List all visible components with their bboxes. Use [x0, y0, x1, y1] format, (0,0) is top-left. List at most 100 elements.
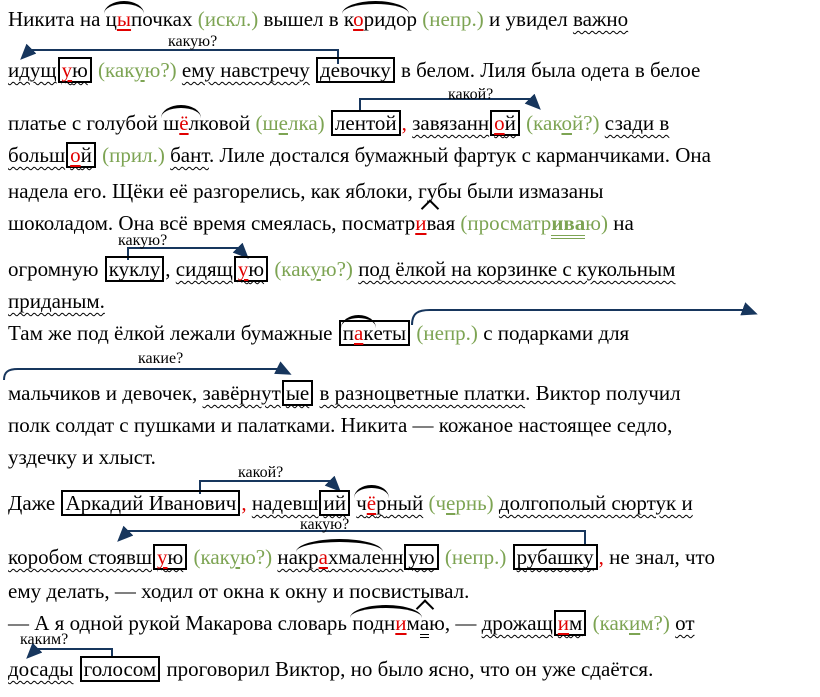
- text-run: к: [363, 321, 374, 345]
- boxed-word: голосом: [79, 656, 161, 682]
- text-run: коробом стоявш: [8, 545, 153, 569]
- boxed-word: куклу: [104, 256, 165, 282]
- text-run: полк солдат с пушками и палатками. Никит…: [8, 413, 673, 437]
- text-run: й: [80, 143, 92, 167]
- text-run: а: [354, 321, 364, 345]
- root-arc-mark: цып: [103, 1, 144, 31]
- text-run: на: [277, 545, 298, 569]
- text-run: (непр.): [422, 7, 484, 31]
- text-run: (непр.): [444, 545, 507, 569]
- text-run: и: [629, 611, 641, 635]
- text-run: ю: [248, 257, 265, 281]
- text-run: у: [134, 58, 145, 82]
- text-line-13: Даже Аркадий Иванович, надевш ий чёрный (…: [8, 485, 693, 516]
- text-run: ы: [116, 7, 132, 31]
- text-run: я: [445, 211, 461, 235]
- text-run: ю?): [144, 58, 177, 82]
- text-run: шоколадом. Она всё время смеялась, посма…: [8, 211, 416, 235]
- text-run: надевш: [251, 491, 319, 515]
- root-arc-mark: шёл: [161, 105, 202, 135]
- boxed-word: ую: [404, 544, 439, 570]
- text-run: им: [558, 611, 583, 635]
- text-run: ую: [408, 545, 435, 569]
- text-run: (непр.): [416, 321, 478, 345]
- root-arc-mark: пак: [340, 315, 376, 345]
- text-run: ё: [179, 111, 189, 135]
- text-run: м: [569, 611, 583, 635]
- root-arc-mark: подним: [350, 605, 422, 635]
- text-run: м?): [640, 611, 670, 635]
- text-line-3: платье с голубой шёлковой (шелка) лентой…: [8, 105, 669, 136]
- text-run: ц: [105, 7, 117, 31]
- text-run: п: [131, 7, 143, 31]
- text-run: ий: [323, 491, 346, 515]
- text-run: п: [342, 321, 354, 345]
- text-run: (ч: [428, 491, 447, 515]
- boxed-word: пакеты: [338, 315, 411, 346]
- text-line-1: Никита на цыпочках (искл.) вышел в корид…: [8, 1, 629, 32]
- text-run: к: [343, 7, 354, 31]
- text-run: завязанн: [412, 111, 490, 135]
- text-run: куклу: [108, 257, 161, 281]
- text-run: у: [229, 545, 241, 569]
- text-run: досады: [8, 657, 74, 681]
- text-run: платье с голубой: [8, 111, 164, 135]
- text-run: у: [61, 58, 73, 82]
- arrow-question-label: какую?: [300, 516, 350, 533]
- root-arc-mark: коридо: [341, 1, 409, 31]
- text-run: ч: [356, 491, 367, 515]
- text-run: в белом. Лиля была одета в белое: [395, 58, 701, 82]
- text-run: а: [318, 545, 328, 569]
- text-run: й: [504, 111, 516, 135]
- text-run: о: [494, 111, 505, 135]
- text-run: (ш: [255, 111, 279, 135]
- text-run: приданым.: [8, 289, 105, 313]
- text-run: ю: [167, 545, 184, 569]
- text-line-16: — А я одной рукой Макарова словарь подни…: [8, 605, 695, 638]
- text-run: ё: [366, 491, 377, 515]
- text-run: л: [188, 111, 200, 135]
- text-run: лентой: [334, 111, 397, 135]
- text-run: . Лиле достался бумажный фартук с карман…: [208, 143, 711, 167]
- relation-arrow-wrap-zavernutye: [3, 361, 292, 381]
- arrow-question-label: какой?: [238, 464, 284, 481]
- text-line-17: досады голосом проговорил Виктор, но был…: [8, 656, 653, 682]
- text-run: ,: [401, 111, 407, 135]
- text-run: ой: [70, 143, 92, 167]
- boxed-word: ую: [233, 256, 269, 282]
- text-run: ,: [598, 545, 604, 569]
- text-run: Аркадий Иванович: [65, 491, 237, 515]
- text-run: [506, 545, 511, 569]
- text-run: ему навстречу: [181, 58, 310, 82]
- text-run: важно: [572, 7, 629, 31]
- text-run: (как: [98, 58, 135, 82]
- text-run: (как: [274, 257, 311, 281]
- boxed-word: рубашку: [512, 544, 598, 570]
- text-run: рубашку: [516, 545, 594, 569]
- text-line-12: уздечку и хлыст.: [8, 444, 156, 470]
- text-run: с подарками для: [477, 321, 630, 345]
- relation-arrow-golosom-drozhashchim: [26, 642, 113, 659]
- text-run: о: [353, 7, 364, 31]
- text-run: ш: [163, 111, 180, 135]
- text-run: — А я одной рукой Макарова словарь: [8, 611, 353, 635]
- text-run: о: [561, 111, 572, 135]
- text-run: голосом: [83, 657, 157, 681]
- text-run: завёрнут: [202, 381, 281, 405]
- boxed-word: ой: [490, 110, 520, 136]
- text-run: [325, 111, 330, 135]
- arrow-question-label: какую?: [168, 33, 218, 50]
- text-run: подн: [352, 611, 396, 635]
- root-arc-mark: чёр: [354, 485, 390, 515]
- text-line-15: ему делать, — ходил от окна к окну и пос…: [8, 578, 469, 604]
- text-run: вышел в: [258, 7, 344, 31]
- text-run: ю?): [320, 257, 353, 281]
- text-run: й?): [571, 111, 600, 135]
- text-run: Никита на: [8, 7, 106, 31]
- text-run: надела его. Щёки её разгорелись, как ябл…: [8, 179, 604, 203]
- text-run: ковой: [199, 111, 256, 135]
- boxed-word: лентой: [330, 110, 401, 136]
- boxed-word: ую: [153, 544, 188, 570]
- text-run: р: [376, 491, 387, 515]
- text-line-14: коробом стоявш ую (какую?) накрахмаленн ую…: [8, 539, 715, 570]
